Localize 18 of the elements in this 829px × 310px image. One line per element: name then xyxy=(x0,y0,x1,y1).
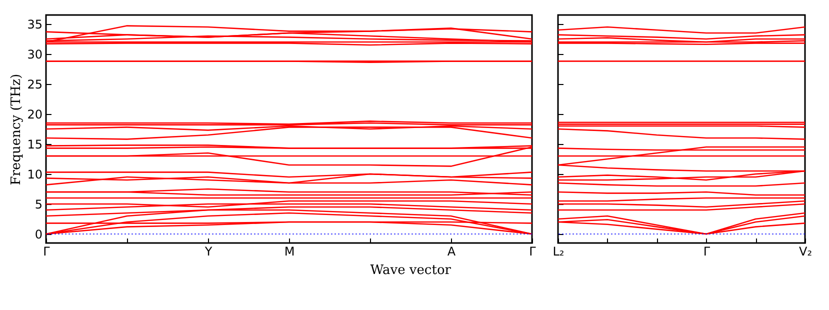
y-tick-label: 30 xyxy=(27,48,42,62)
x-tick-label: Γ xyxy=(43,244,50,258)
y-axis-title: Frequency (THz) xyxy=(9,74,24,186)
x-axis-title: Wave vector xyxy=(370,262,452,278)
x-tick-label: L₂ xyxy=(552,244,564,258)
x-tick-label: A xyxy=(447,244,456,258)
y-tick-label: 25 xyxy=(27,78,42,92)
y-tick-label: 5 xyxy=(34,198,42,212)
y-tick-label: 20 xyxy=(27,108,42,122)
x-tick-label: Γ xyxy=(703,244,710,258)
x-tick-label: V₂ xyxy=(798,244,812,258)
x-tick-label: M xyxy=(284,244,295,258)
y-tick-label: 0 xyxy=(34,228,42,242)
y-tick-label: 35 xyxy=(27,18,42,32)
x-tick-label: Γ xyxy=(529,244,536,258)
y-tick-label: 15 xyxy=(27,138,42,152)
x-tick-label: Y xyxy=(204,244,213,258)
y-tick-label: 10 xyxy=(27,168,42,182)
